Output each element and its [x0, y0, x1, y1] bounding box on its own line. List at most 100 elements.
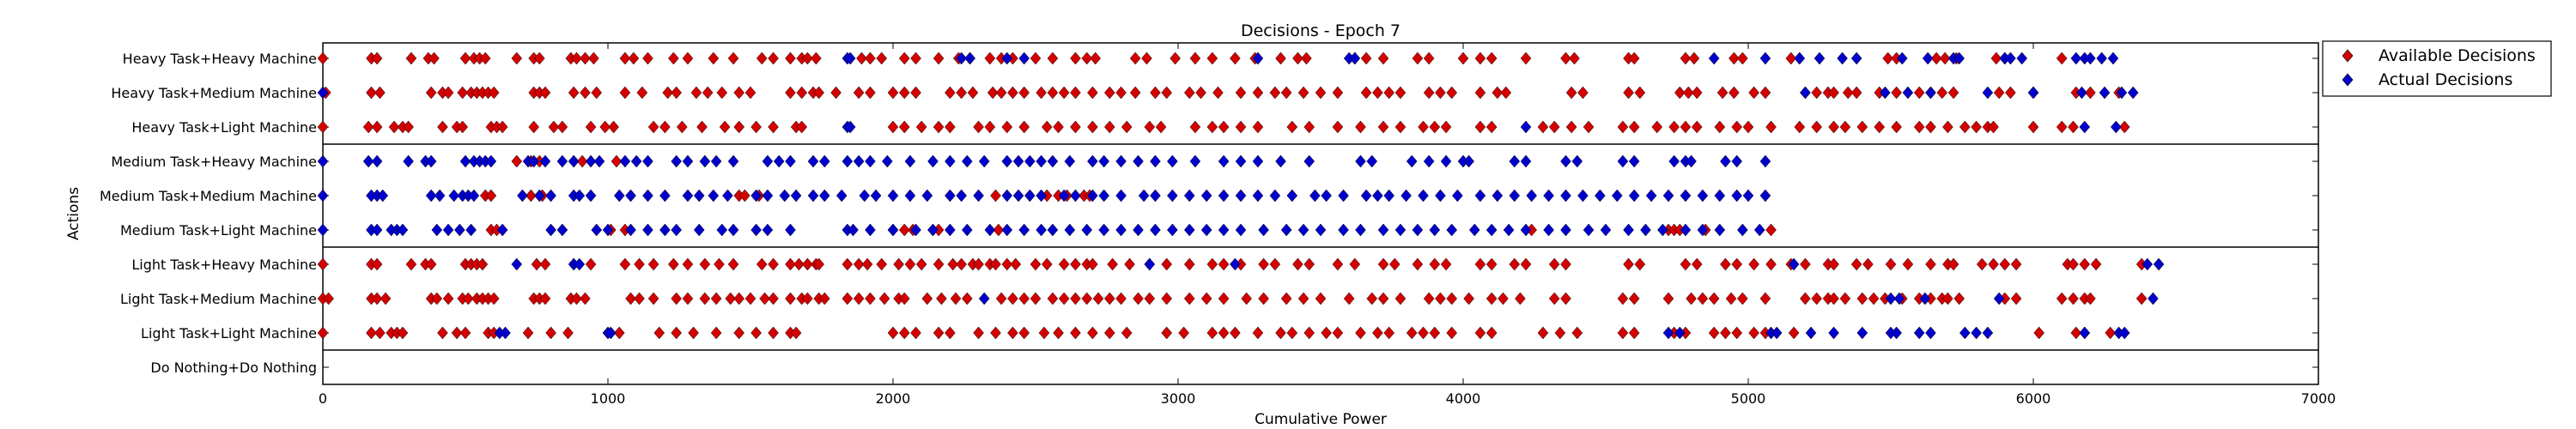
marker-available-decisions: [512, 155, 522, 167]
marker-available-decisions: [1447, 327, 1457, 339]
marker-actual-decisions: [1099, 155, 1109, 167]
marker-available-decisions: [432, 293, 442, 305]
marker-available-decisions: [1971, 121, 1982, 133]
marker-actual-decisions: [751, 224, 762, 236]
marker-available-decisions: [1413, 52, 1423, 64]
marker-available-decisions: [1624, 87, 1634, 99]
marker-available-decisions: [945, 87, 955, 99]
marker-actual-decisions: [659, 190, 670, 202]
marker-available-decisions: [1321, 327, 1332, 339]
marker-actual-decisions: [927, 224, 938, 236]
marker-available-decisions: [756, 52, 767, 64]
marker-available-decisions: [1395, 121, 1406, 133]
x-tick-label: 1000: [591, 390, 626, 407]
legend-label-available: Available Decisions: [2379, 46, 2536, 65]
marker-actual-decisions: [1315, 224, 1326, 236]
marker-available-decisions: [460, 327, 471, 339]
marker-available-decisions: [1515, 293, 1525, 305]
marker-available-decisions: [406, 52, 416, 64]
marker-available-decisions: [1019, 327, 1030, 339]
y-tick-label: Light Task+Medium Machine: [120, 291, 317, 307]
marker-available-decisions: [1840, 293, 1850, 305]
marker-available-decisions: [1315, 293, 1326, 305]
marker-available-decisions: [1162, 293, 1172, 305]
marker-actual-decisions: [1133, 224, 1144, 236]
marker-actual-decisions: [1190, 155, 1200, 167]
marker-available-decisions: [1141, 52, 1151, 64]
marker-available-decisions: [1207, 52, 1218, 64]
marker-available-decisions: [1201, 293, 1212, 305]
marker-available-decisions: [1121, 121, 1132, 133]
marker-available-decisions: [654, 327, 665, 339]
marker-available-decisions: [1093, 293, 1103, 305]
marker-available-decisions: [1039, 327, 1049, 339]
marker-available-decisions: [1259, 258, 1269, 270]
marker-available-decisions: [769, 258, 779, 270]
marker-actual-decisions: [404, 155, 414, 167]
marker-available-decisions: [1070, 87, 1080, 99]
marker-available-decisions: [745, 293, 756, 305]
marker-actual-decisions: [1510, 155, 1520, 167]
marker-actual-decisions: [957, 190, 967, 202]
marker-actual-decisions: [469, 190, 479, 202]
marker-available-decisions: [1572, 327, 1583, 339]
marker-available-decisions: [702, 87, 713, 99]
marker-actual-decisions: [694, 190, 704, 202]
y-tick-label: Medium Task+Heavy Machine: [111, 154, 317, 170]
marker-actual-decisions: [1236, 155, 1246, 167]
marker-actual-decisions: [592, 224, 602, 236]
marker-available-decisions: [1355, 121, 1365, 133]
marker-available-decisions: [1686, 293, 1697, 305]
marker-available-decisions: [791, 327, 801, 339]
marker-actual-decisions: [1795, 52, 1805, 64]
marker-available-decisions: [2028, 121, 2038, 133]
y-tick-label: Do Nothing+Do Nothing: [150, 360, 317, 376]
marker-actual-decisions: [1544, 224, 1554, 236]
marker-available-decisions: [1162, 258, 1172, 270]
marker-actual-decisions: [1367, 155, 1377, 167]
marker-actual-decisions: [1800, 87, 1810, 99]
marker-actual-decisions: [1806, 327, 1816, 339]
marker-available-decisions: [2034, 327, 2044, 339]
marker-available-decisions: [635, 258, 645, 270]
marker-actual-decisions: [1544, 190, 1554, 202]
marker-actual-decisions: [1469, 224, 1479, 236]
marker-available-decisions: [899, 121, 909, 133]
marker-available-decisions: [1048, 87, 1058, 99]
marker-actual-decisions: [1663, 327, 1674, 339]
marker-available-decisions: [1304, 121, 1315, 133]
marker-available-decisions: [1042, 258, 1052, 270]
marker-available-decisions: [1130, 87, 1140, 99]
marker-available-decisions: [877, 52, 887, 64]
marker-available-decisions: [797, 121, 807, 133]
marker-actual-decisions: [1959, 327, 1970, 339]
marker-available-decisions: [734, 121, 744, 133]
marker-actual-decisions: [762, 190, 773, 202]
marker-actual-decisions: [1230, 258, 1240, 270]
marker-available-decisions: [586, 258, 596, 270]
marker-actual-decisions: [1527, 190, 1537, 202]
marker-available-decisions: [1800, 258, 1810, 270]
marker-available-decisions: [1635, 87, 1645, 99]
marker-available-decisions: [1862, 258, 1873, 270]
marker-available-decisions: [1070, 258, 1080, 270]
marker-actual-decisions: [574, 190, 585, 202]
marker-available-decisions: [1218, 121, 1229, 133]
marker-available-decisions: [2091, 258, 2101, 270]
marker-actual-decisions: [466, 224, 477, 236]
marker-actual-decisions: [1019, 52, 1030, 64]
marker-available-decisions: [1145, 121, 1155, 133]
marker-actual-decisions: [1561, 190, 1571, 202]
marker-available-decisions: [854, 293, 864, 305]
marker-available-decisions: [1458, 52, 1468, 64]
marker-available-decisions: [637, 87, 647, 99]
marker-available-decisions: [1125, 258, 1135, 270]
marker-available-decisions: [751, 327, 762, 339]
marker-available-decisions: [677, 121, 687, 133]
marker-available-decisions: [1361, 87, 1371, 99]
marker-available-decisions: [1555, 327, 1565, 339]
marker-available-decisions: [1315, 87, 1326, 99]
marker-available-decisions: [1851, 87, 1862, 99]
marker-actual-decisions: [1521, 155, 1531, 167]
